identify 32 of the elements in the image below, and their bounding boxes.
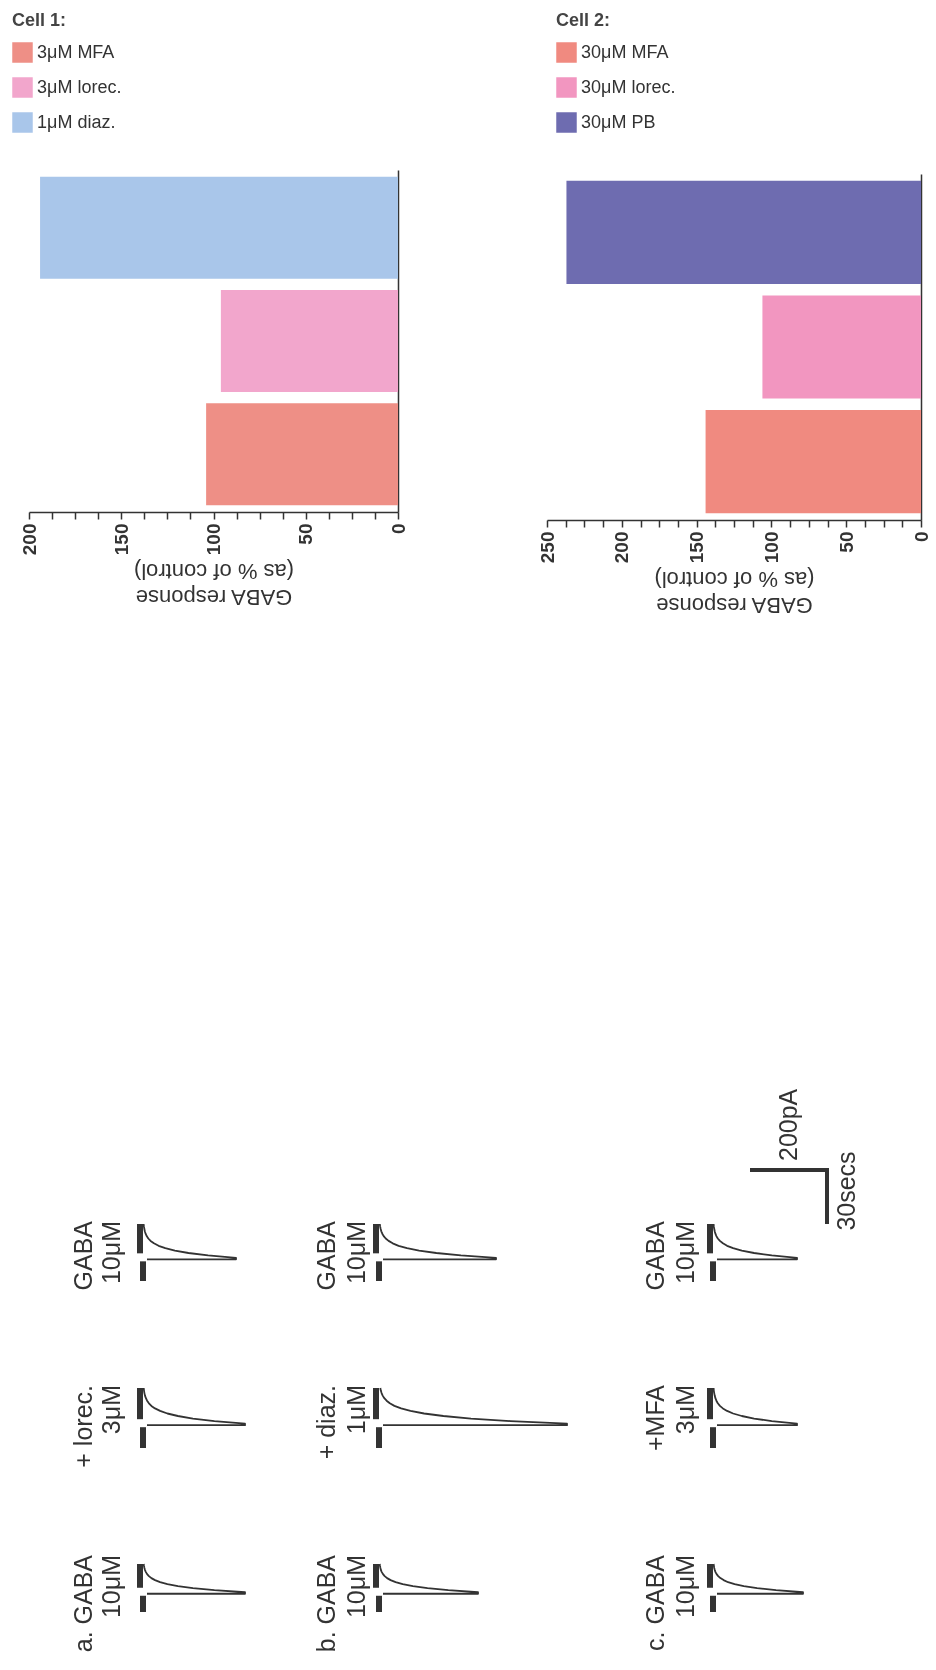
legend-label: 30μM PB (581, 111, 656, 132)
x-tick-label: 0 (910, 531, 932, 543)
legend-label: 30μM MFA (581, 41, 669, 62)
text: c. GABA 10μM (640, 1554, 699, 1651)
x-tick-label: 50 (835, 531, 857, 553)
legend-title: Cell 1: (12, 10, 67, 30)
x-tick-label: 100 (203, 523, 224, 556)
x-tick-label: 50 (295, 523, 317, 545)
x-tick-label: 250 (536, 531, 558, 564)
x-tick-label: 0 (387, 523, 409, 535)
x-tick-label: 200 (611, 531, 633, 564)
text: + lorec. 3μM (68, 1385, 125, 1468)
legend-label: 3μM lorec. (37, 76, 122, 97)
x-tick-label: 150 (686, 531, 708, 564)
text: 200pA (773, 1088, 802, 1161)
text: a. GABA 10μM (68, 1554, 125, 1653)
x-axis-title: GABA response (as % of control) (133, 559, 295, 611)
legend-label: 30μM lorec. (581, 76, 676, 97)
x-tick-label: 100 (760, 531, 782, 564)
text: GABA 10μM (311, 1220, 370, 1291)
x-axis-title: GABA response (as % of control) (654, 567, 815, 619)
x-tick-label: 150 (110, 523, 132, 556)
text: GABA 10μM (68, 1220, 125, 1291)
legend-label: 1μM diaz. (37, 111, 116, 132)
text: +MFA 3μM (640, 1384, 699, 1451)
legend-label: 3μM MFA (37, 41, 115, 62)
legend-title: Cell 2: (556, 10, 611, 30)
text: + diaz. 1μM (311, 1385, 370, 1460)
text: GABA 10μM (640, 1220, 699, 1291)
text: 30secs (831, 1151, 860, 1231)
x-tick-label: 200 (18, 523, 40, 556)
text: b. GABA 10μM (311, 1554, 370, 1653)
